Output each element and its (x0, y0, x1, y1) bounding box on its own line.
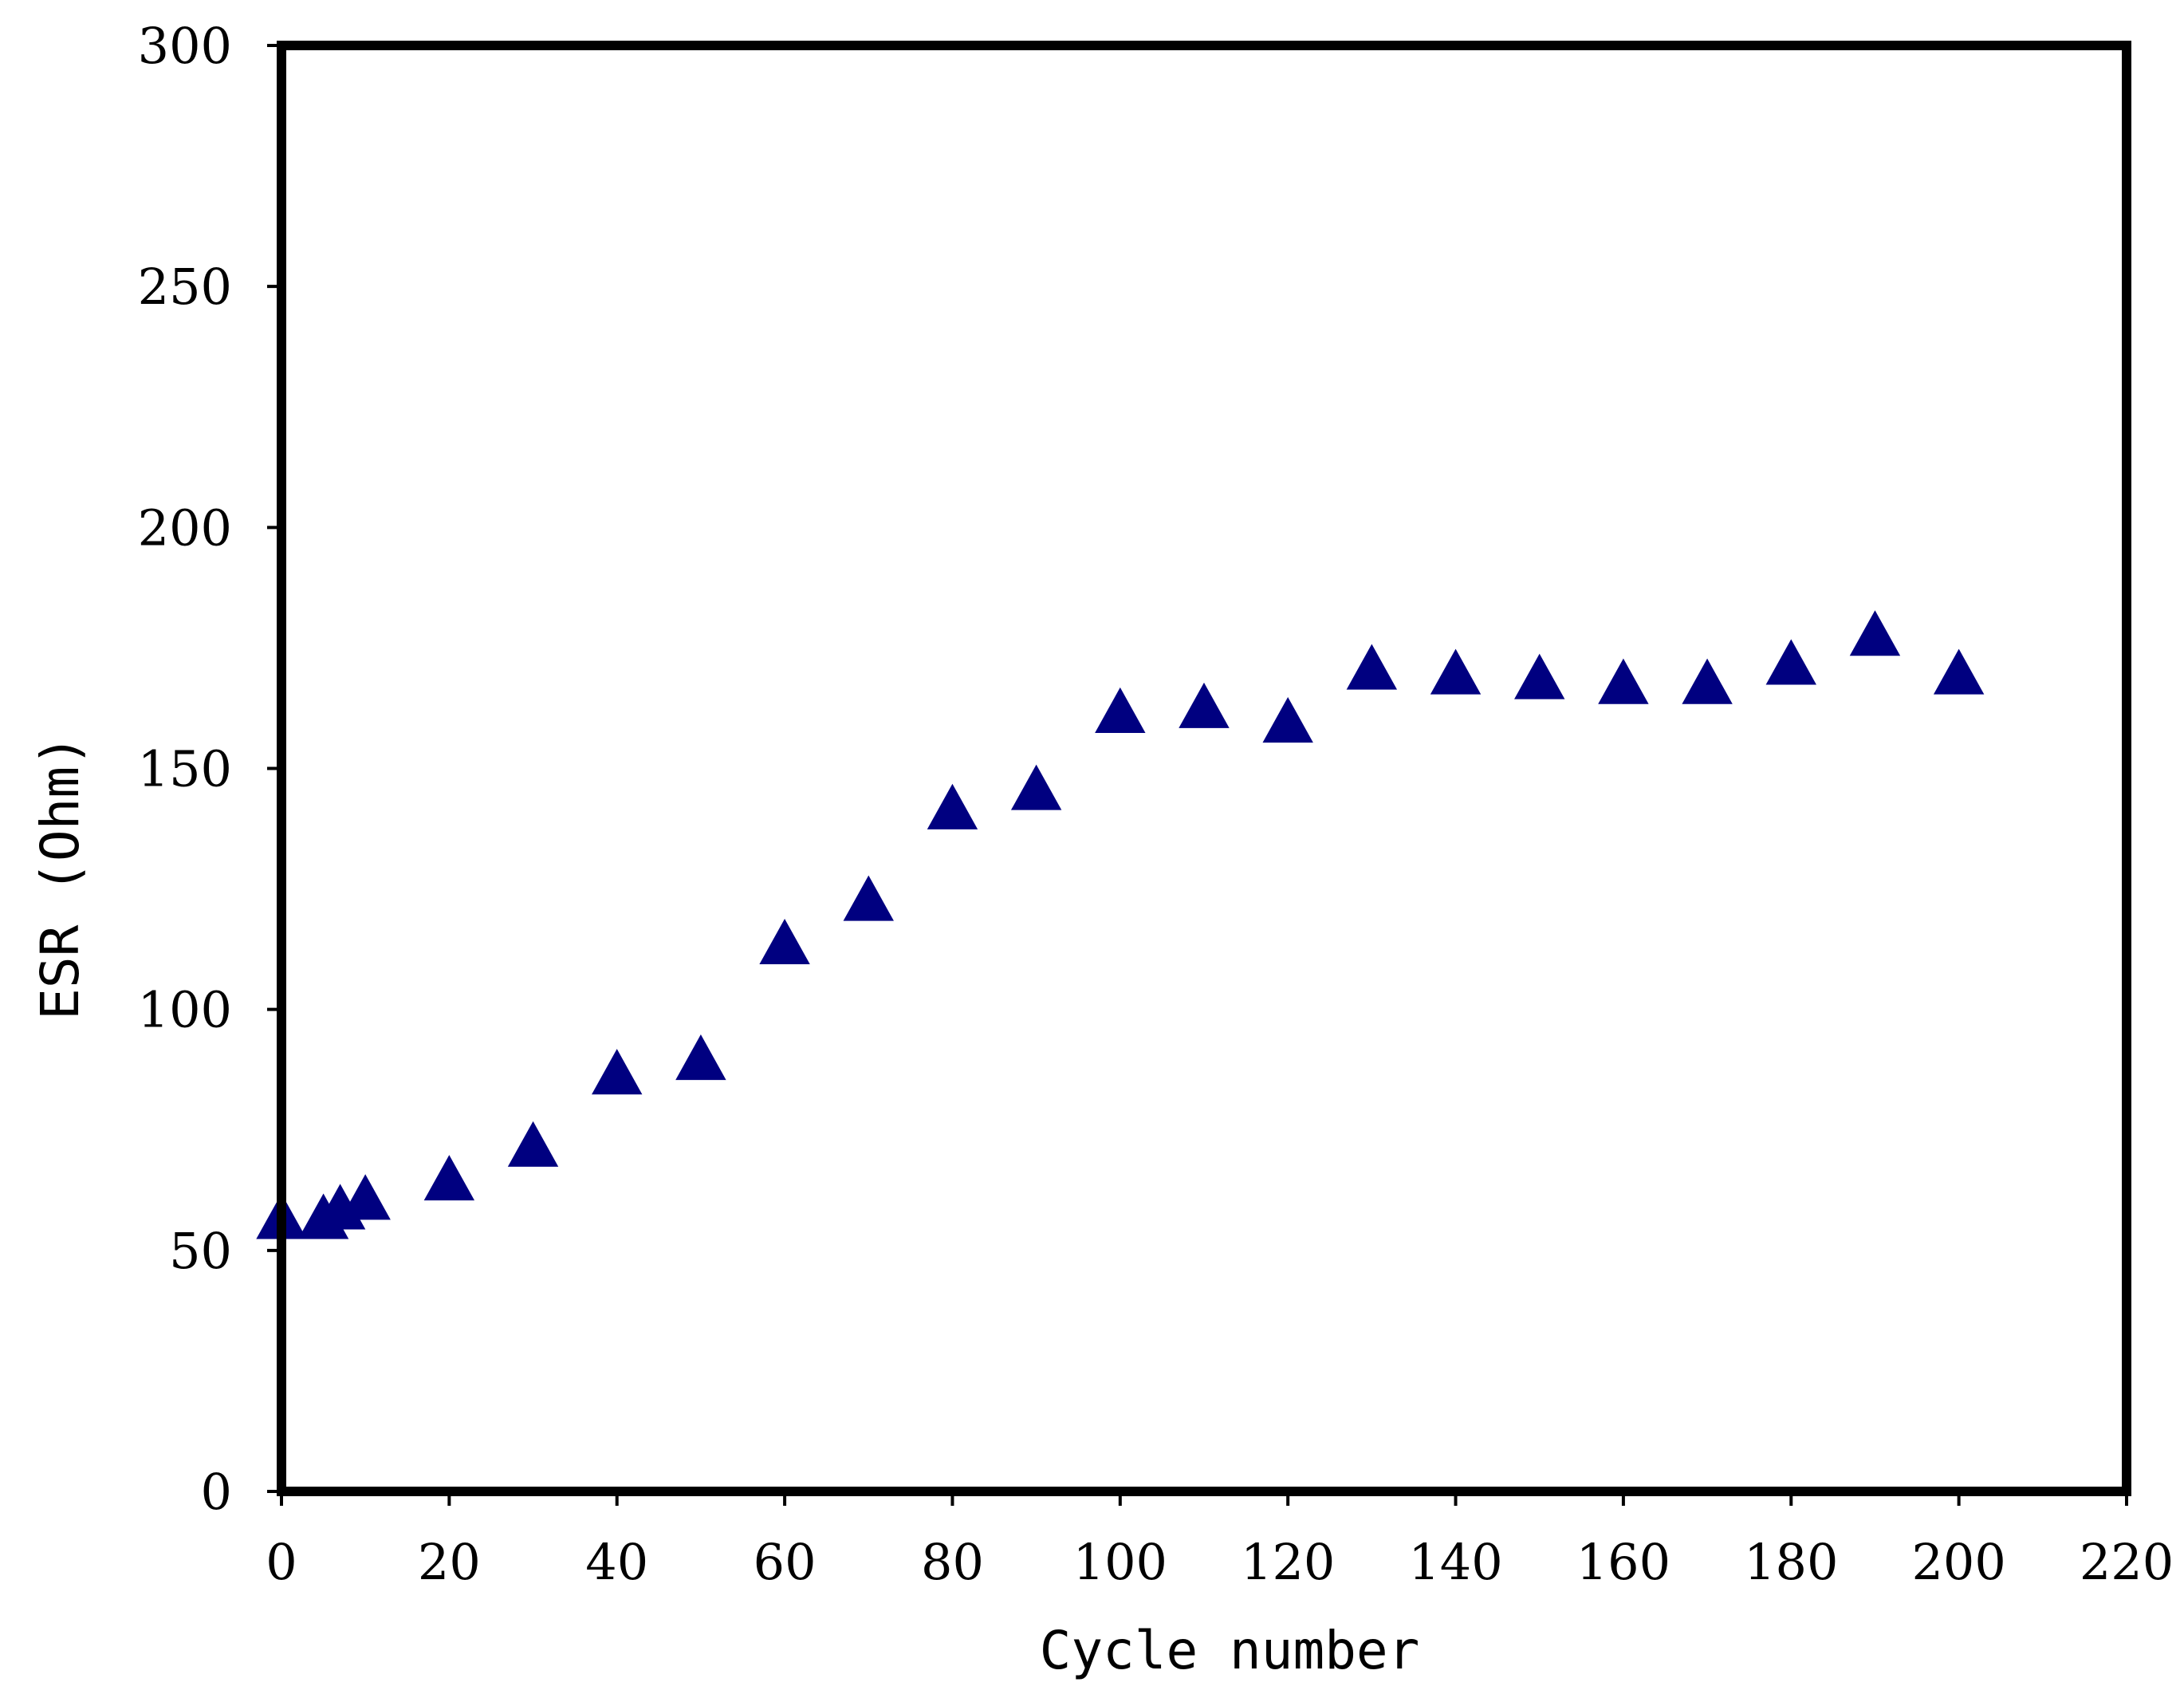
axis-ticks (267, 44, 2128, 1506)
data-point-triangle (592, 1049, 643, 1095)
x-tick-label: 120 (1241, 1533, 1335, 1591)
x-tick-label: 160 (1576, 1533, 1670, 1591)
y-tick-label: 200 (138, 498, 232, 557)
y-tick-label: 150 (138, 740, 232, 798)
data-point-triangle (1598, 658, 1649, 704)
y-tick-label: 0 (201, 1463, 232, 1521)
data-points (256, 610, 1985, 1239)
x-tick-label: 100 (1073, 1533, 1167, 1591)
data-point-triangle (1514, 653, 1565, 699)
data-point-triangle (1765, 639, 1816, 685)
data-point-triangle (1010, 764, 1062, 810)
tick-labels: 0 50 100 150 200 250 300 0 20 40 60 80 100 120 140 160 1… (138, 17, 2174, 1591)
data-point-triangle (759, 919, 810, 965)
x-tick-label: 40 (585, 1533, 648, 1591)
y-axis-label: ESR (Ohm) (30, 735, 91, 1020)
data-point-triangle (507, 1121, 559, 1167)
x-tick-label: 20 (418, 1533, 481, 1591)
x-tick-label: 0 (266, 1533, 297, 1591)
data-point-triangle (1682, 658, 1733, 704)
data-point-triangle (1262, 697, 1313, 743)
data-point-triangle (1179, 682, 1230, 728)
data-point-triangle (675, 1034, 726, 1081)
x-tick-label: 80 (921, 1533, 984, 1591)
x-axis-label: Cycle number (1040, 1620, 1420, 1681)
data-point-triangle (1095, 687, 1146, 733)
data-point-triangle (1346, 644, 1398, 690)
data-point-triangle (1430, 648, 1482, 695)
data-point-triangle (927, 783, 978, 829)
y-tick-label: 250 (138, 258, 232, 316)
y-tick-label: 100 (138, 981, 232, 1039)
data-point-triangle (1933, 648, 1985, 695)
x-tick-label: 60 (754, 1533, 817, 1591)
x-tick-label: 180 (1744, 1533, 1838, 1591)
data-point-triangle (1849, 610, 1901, 656)
data-point-triangle (843, 875, 894, 921)
data-point-triangle (340, 1174, 391, 1220)
data-point-triangle (423, 1155, 475, 1201)
x-tick-label: 140 (1408, 1533, 1502, 1591)
y-tick-label: 50 (169, 1222, 232, 1280)
x-tick-label: 220 (2080, 1533, 2174, 1591)
x-tick-label: 200 (1911, 1533, 2005, 1591)
y-tick-label: 300 (138, 17, 232, 75)
plot-frame (277, 41, 2131, 1496)
